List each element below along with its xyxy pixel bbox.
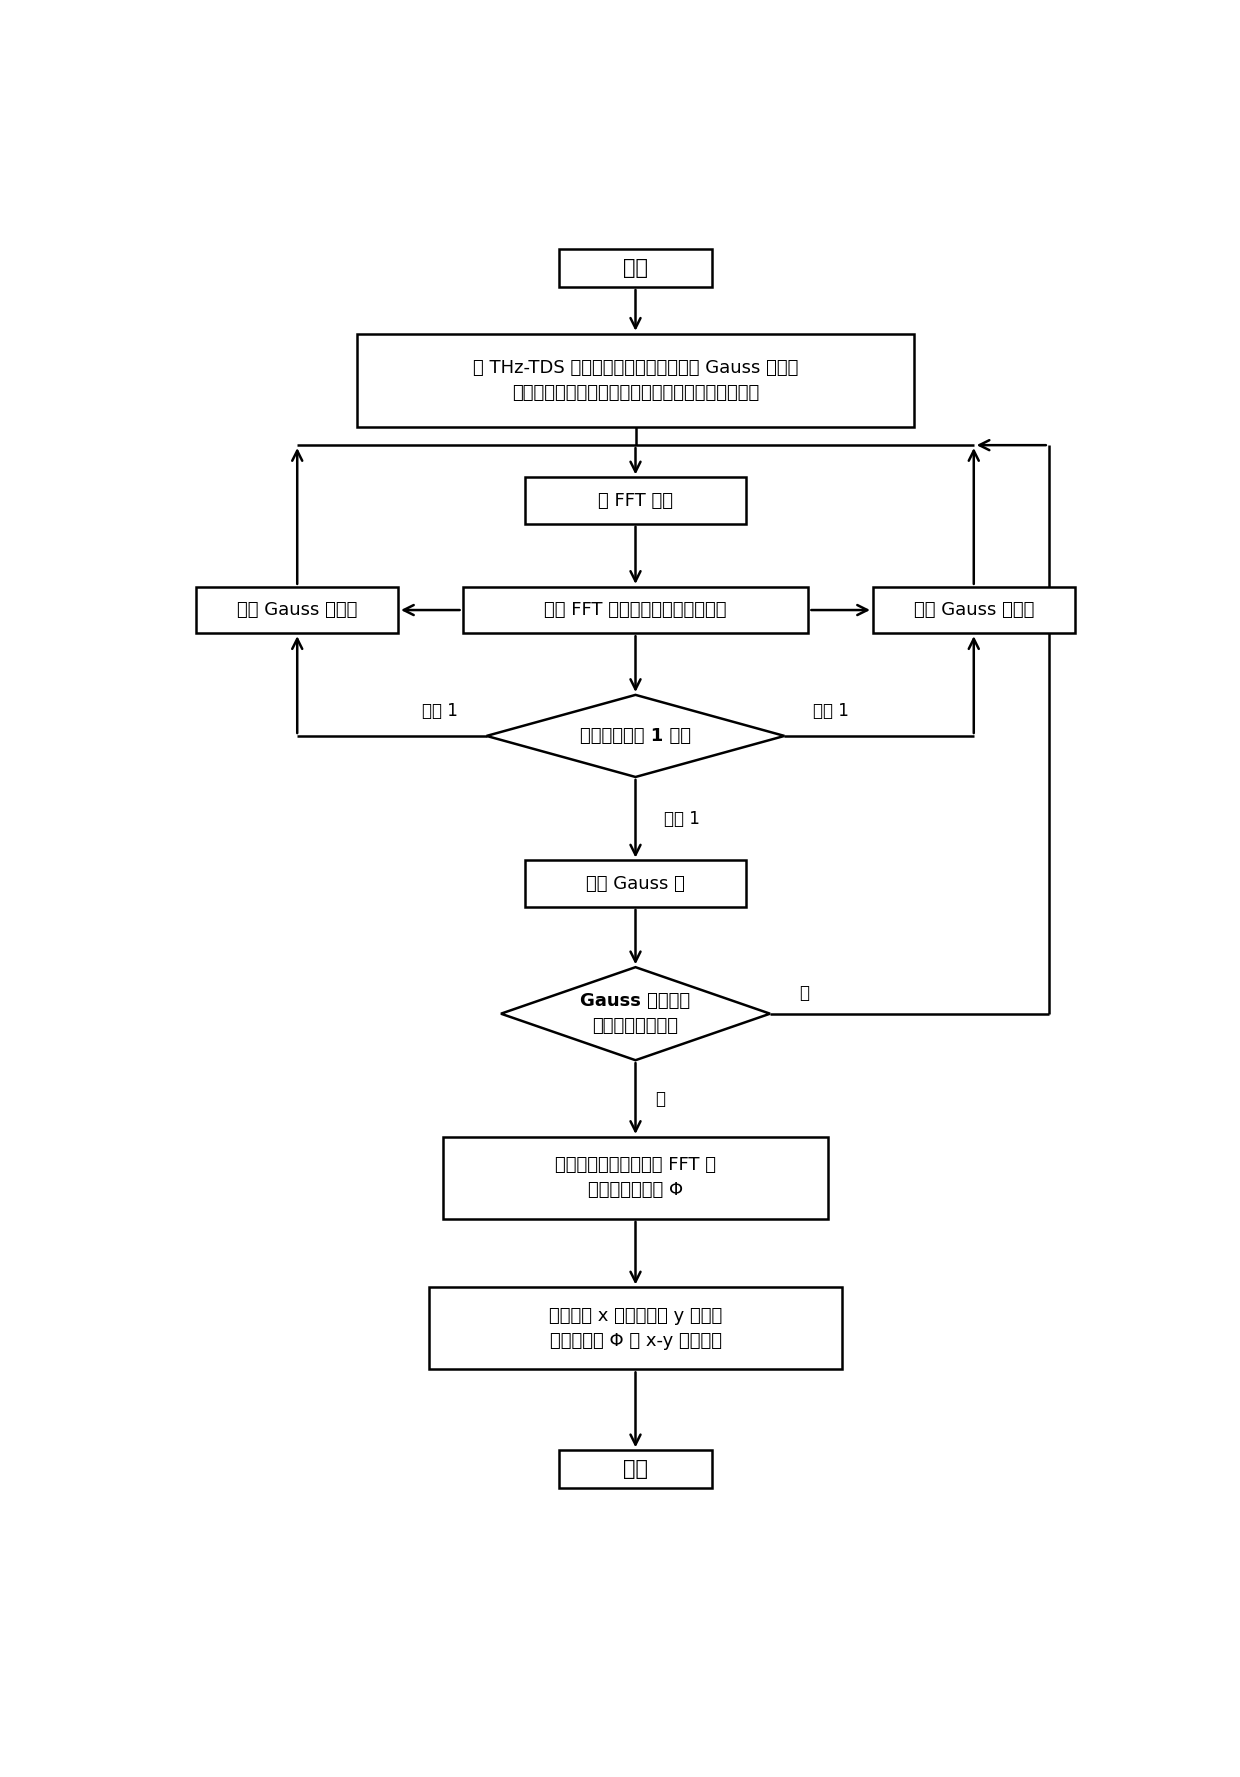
Bar <box>558 249 712 288</box>
Text: Gauss 窗是否已
滑动到信号末端？: Gauss 窗是否已 滑动到信号末端？ <box>580 992 691 1036</box>
Polygon shape <box>486 695 785 777</box>
Text: 以频率为 x 轴，时间为 y 轴，绘
出二维数组 Φ 在 x-y 平面投影: 以频率为 x 轴，时间为 y 轴，绘 出二维数组 Φ 在 x-y 平面投影 <box>549 1306 722 1351</box>
Text: 否: 否 <box>799 984 808 1002</box>
Bar <box>444 1137 828 1219</box>
Polygon shape <box>501 967 770 1061</box>
Bar <box>525 860 746 906</box>
Text: 做 FFT 变换: 做 FFT 变换 <box>598 492 673 510</box>
Bar <box>357 334 914 426</box>
Text: 是: 是 <box>655 1089 665 1107</box>
Text: 等于 1: 等于 1 <box>665 810 701 828</box>
Bar <box>463 586 808 633</box>
Bar <box>873 586 1075 633</box>
Text: 增加 Gauss 窗宽度: 增加 Gauss 窗宽度 <box>237 601 357 618</box>
Bar <box>196 586 398 633</box>
Text: 滑动 Gauss 窗: 滑动 Gauss 窗 <box>587 874 684 892</box>
Text: 减小 Gauss 窗宽度: 减小 Gauss 窗宽度 <box>914 601 1034 618</box>
Text: 检测 FFT 包络中水蒸气吸收峰个数: 检测 FFT 包络中水蒸气吸收峰个数 <box>544 601 727 618</box>
Text: 保存每次窗宽度调整后 FFT 的
结果到二维数组 Φ: 保存每次窗宽度调整后 FFT 的 结果到二维数组 Φ <box>556 1157 715 1199</box>
Bar <box>525 478 746 524</box>
Text: 开始: 开始 <box>622 258 649 277</box>
Text: 结束: 结束 <box>622 1459 649 1478</box>
Text: 小于 1: 小于 1 <box>422 702 458 720</box>
Text: 从 THz-TDS 信号的起始位置开始，采用 Gauss 窗，取
不大于信号长度十分之一且长度随机的信号样本片段: 从 THz-TDS 信号的起始位置开始，采用 Gauss 窗，取 不大于信号长度… <box>472 359 799 402</box>
Bar <box>558 1450 712 1489</box>
Text: 大于 1: 大于 1 <box>813 702 849 720</box>
Bar <box>429 1287 842 1370</box>
Text: 吸收峰个数与 1 比较: 吸收峰个数与 1 比较 <box>580 727 691 745</box>
